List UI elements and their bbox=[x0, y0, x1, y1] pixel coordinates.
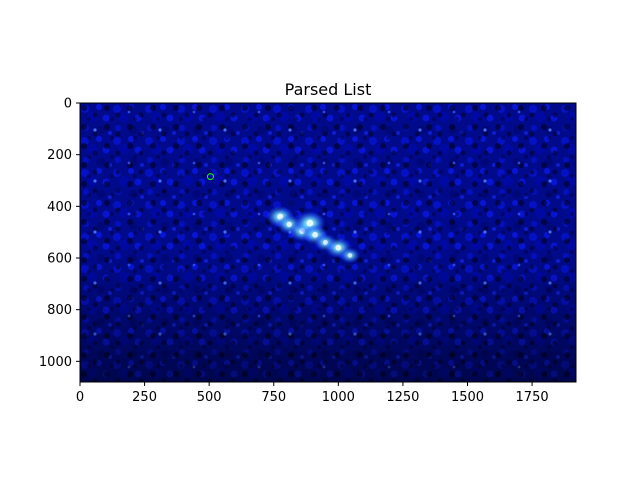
x-tick-label: 500 bbox=[197, 390, 222, 405]
y-tick-label: 200 bbox=[47, 148, 72, 163]
bright-core bbox=[312, 231, 318, 238]
y-tick-label: 600 bbox=[47, 252, 72, 267]
y-axis: 0 200 400 600 800 1000 bbox=[39, 97, 80, 370]
y-tick-label: 1000 bbox=[39, 355, 72, 370]
x-tick-label: 1250 bbox=[386, 390, 419, 405]
chart-title: Parsed List bbox=[285, 80, 372, 99]
bright-core bbox=[347, 253, 353, 258]
x-axis: 0 250 500 750 1000 1250 1500 1750 bbox=[76, 382, 549, 405]
x-tick-label: 750 bbox=[261, 390, 286, 405]
axes-frame bbox=[79, 102, 577, 383]
plot-area bbox=[80, 103, 576, 382]
bright-core bbox=[306, 219, 314, 227]
x-tick-label: 1750 bbox=[516, 390, 549, 405]
x-tick-label: 0 bbox=[76, 390, 84, 405]
bright-core bbox=[335, 244, 342, 251]
x-tick-label: 1000 bbox=[322, 390, 355, 405]
bright-regions bbox=[266, 205, 361, 264]
x-tick-label: 1500 bbox=[451, 390, 484, 405]
y-tick-label: 800 bbox=[47, 303, 72, 318]
x-tick-label: 250 bbox=[132, 390, 157, 405]
y-tick-label: 0 bbox=[64, 97, 72, 112]
y-tick-label: 400 bbox=[47, 200, 72, 215]
marker-layer bbox=[206, 173, 214, 181]
marker-circle bbox=[206, 173, 214, 181]
